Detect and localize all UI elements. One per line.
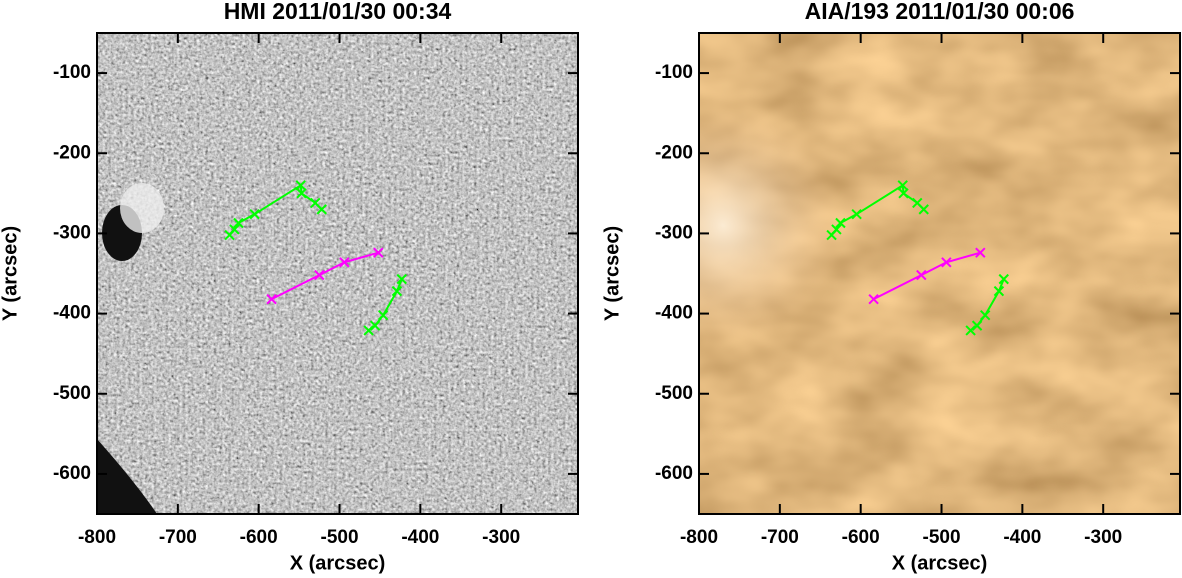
y-axis-label: Y (arcsec) [601,226,623,321]
track-point [993,285,1005,297]
image-area [97,33,578,514]
y-tick-label: -400 [53,303,91,324]
y-tick-label: -300 [655,222,693,243]
track-point [369,320,381,331]
x-axis-label: X (arcsec) [892,552,988,574]
panel: -800 -700 -600 -500 -400 -300 -600 -500 -400 -300… [601,0,1181,574]
track-point [233,217,244,229]
track-point [396,273,407,285]
x-axis-label: X (arcsec) [290,552,386,574]
x-tick-label: -700 [761,527,799,548]
track-point [229,224,240,235]
track-point [373,247,384,258]
y-tick-label: -200 [53,142,91,163]
track-point [316,204,327,215]
track-line [873,251,981,301]
track-point [296,188,307,199]
track-point [898,188,909,199]
track-point [916,269,927,281]
track-point [868,293,879,305]
active-region-glow [699,33,1180,514]
off-limb [97,439,157,514]
y-tick-label: -600 [53,463,91,484]
chart-title: AIA/193 2011/01/30 00:06 [805,0,1075,24]
plage [120,183,164,233]
y-tick-label: -100 [655,62,693,83]
image-area [699,33,1180,514]
track-point [835,217,846,229]
x-tick-label: -500 [923,527,961,548]
x-tick-label: -700 [159,527,197,548]
plot-frame [96,32,579,515]
track-point [971,320,983,331]
track-point [975,247,986,258]
x-tick-label: -300 [1084,527,1122,548]
y-tick-label: -300 [53,222,91,243]
track-point [918,204,929,215]
y-tick-label: -200 [655,142,693,163]
y-tick-label: -500 [655,383,693,404]
track-point [363,325,374,336]
track-point [377,309,389,321]
magnetogram-image [97,33,578,514]
y-tick-label: -100 [53,62,91,83]
y-tick-label: -500 [53,383,91,404]
track-point [831,224,842,235]
x-tick-label: -600 [842,527,880,548]
panel: -800 -700 -600 -500 -400 -300 -600 -500 -400 -300… [0,0,579,574]
x-tick-label: -400 [401,527,439,548]
x-tick-label: -500 [321,527,359,548]
track-point [314,269,325,281]
track-point [965,325,976,336]
y-tick-label: -400 [655,303,693,324]
x-tick-label: -300 [482,527,520,548]
track-point [998,273,1009,285]
chart-title: HMI 2011/01/30 00:34 [224,0,452,24]
track-point [941,257,952,268]
track-point [851,208,862,220]
track-point [249,208,260,220]
plot-frame [698,32,1181,515]
y-tick-label: -600 [655,463,693,484]
y-axis-label: Y (arcsec) [0,226,21,321]
track-point [391,285,403,297]
track-point [979,309,991,321]
x-tick-label: -400 [1003,527,1041,548]
track-line [271,251,379,301]
x-tick-label: -800 [680,527,718,548]
track-point [339,257,350,268]
x-tick-label: -800 [78,527,116,548]
track-point [266,293,277,305]
x-tick-label: -600 [240,527,278,548]
